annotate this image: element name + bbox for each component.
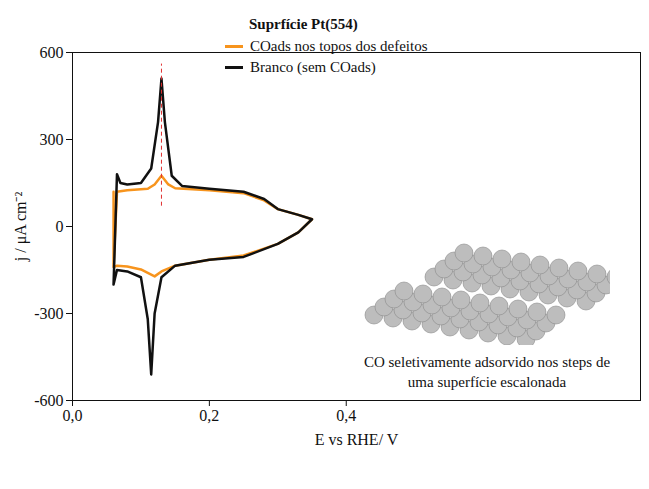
svg-text:0: 0 — [56, 218, 64, 235]
svg-text:-300: -300 — [34, 305, 63, 322]
html-text:Branco (sem COads): Branco (sem COads) — [250, 59, 376, 75]
html-text:Suprfície Pt(554): Suprfície Pt(554) — [249, 16, 358, 32]
svg-text:j / μA cm⁻²: j / μA cm⁻² — [12, 192, 30, 263]
svg-text:-600: -600 — [34, 392, 63, 409]
svg-text:300: 300 — [40, 131, 64, 148]
html-text:COads nos topos dos defeitos: COads nos topos dos defeitos — [250, 38, 428, 54]
svg-text:600: 600 — [40, 44, 64, 61]
svg-text:0,2: 0,2 — [199, 407, 219, 424]
svg-text:0,0: 0,0 — [63, 407, 83, 424]
html-text:CO seletivamente adsorvido nos: CO seletivamente adsorvido nos steps de … — [363, 354, 611, 390]
svg-text:E vs RHE/ V: E vs RHE/ V — [315, 431, 399, 448]
svg-text:0,4: 0,4 — [336, 407, 356, 424]
